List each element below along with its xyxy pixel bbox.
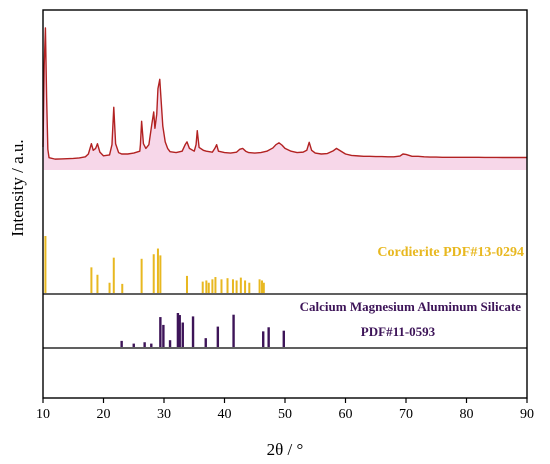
silicate-stick: [178, 315, 181, 347]
xrd-pattern: [42, 27, 527, 170]
silicate-stick: [162, 324, 165, 347]
cordierite-stick: [239, 277, 242, 293]
cordierite-stick: [108, 282, 111, 293]
cordierite-stick: [140, 258, 143, 293]
plot-frame: [42, 9, 528, 399]
x-tick-label: 30: [157, 407, 171, 422]
cordierite-reference-sticks: [44, 236, 265, 293]
y-axis-title: Intensity / a.u.: [8, 139, 27, 236]
cordierite-stick: [44, 236, 47, 293]
silicate-stick: [168, 340, 172, 347]
x-axis-title: 2θ / °: [267, 440, 304, 459]
silicate-stick: [232, 314, 235, 347]
silicate-stick: [216, 326, 220, 347]
cordierite-stick: [244, 280, 247, 293]
silicate-reference-sticks: [120, 313, 285, 347]
cordierite-stick: [231, 279, 234, 293]
cordierite-stick: [262, 282, 265, 293]
cordierite-stick: [220, 279, 223, 293]
cordierite-stick: [159, 255, 162, 293]
silicate-stick: [204, 338, 207, 347]
x-tick-label: 60: [339, 407, 353, 422]
silicate-stick: [267, 327, 270, 347]
cordierite-stick: [156, 248, 159, 293]
silicate-reference-label-line1: Calcium Magnesium Aluminum Silicate: [300, 299, 522, 314]
cordierite-stick: [207, 282, 210, 293]
cordierite-stick: [261, 280, 264, 293]
silicate-stick: [176, 313, 180, 347]
x-tick-label: 70: [399, 407, 413, 422]
cordierite-stick: [211, 279, 214, 293]
silicate-stick: [191, 316, 195, 347]
cordierite-stick: [235, 280, 238, 293]
cordierite-stick: [201, 281, 204, 293]
cordierite-stick: [258, 279, 261, 293]
cordierite-stick: [112, 257, 115, 293]
xrd-pattern-line: [42, 27, 527, 160]
cordierite-stick: [205, 280, 208, 293]
silicate-stick: [262, 331, 265, 347]
x-tick-label: 10: [36, 407, 50, 422]
silicate-stick: [159, 317, 162, 347]
silicate-stick: [143, 342, 146, 347]
x-tick-label: 40: [218, 407, 232, 422]
silicate-stick: [120, 340, 123, 347]
cordierite-stick: [214, 277, 217, 293]
cordierite-stick: [248, 282, 251, 293]
cordierite-stick: [96, 274, 99, 293]
cordierite-reference-label: Cordierite PDF#13-0294: [377, 245, 524, 260]
x-axis: 10 20 30 40 50 60 70 80 90: [36, 398, 534, 422]
x-tick-label: 80: [460, 407, 474, 422]
cordierite-stick: [121, 283, 124, 293]
x-tick-label: 50: [278, 407, 292, 422]
silicate-stick: [132, 343, 135, 347]
cordierite-stick: [90, 267, 93, 293]
x-tick-label: 90: [520, 407, 534, 422]
silicate-stick: [181, 322, 184, 347]
silicate-reference-label-line2: PDF#11-0593: [361, 324, 436, 339]
silicate-stick: [150, 343, 153, 347]
cordierite-stick: [226, 278, 229, 293]
silicate-stick: [282, 330, 285, 347]
cordierite-stick: [152, 254, 155, 293]
cordierite-stick: [185, 275, 188, 293]
x-tick-label: 20: [97, 407, 111, 422]
